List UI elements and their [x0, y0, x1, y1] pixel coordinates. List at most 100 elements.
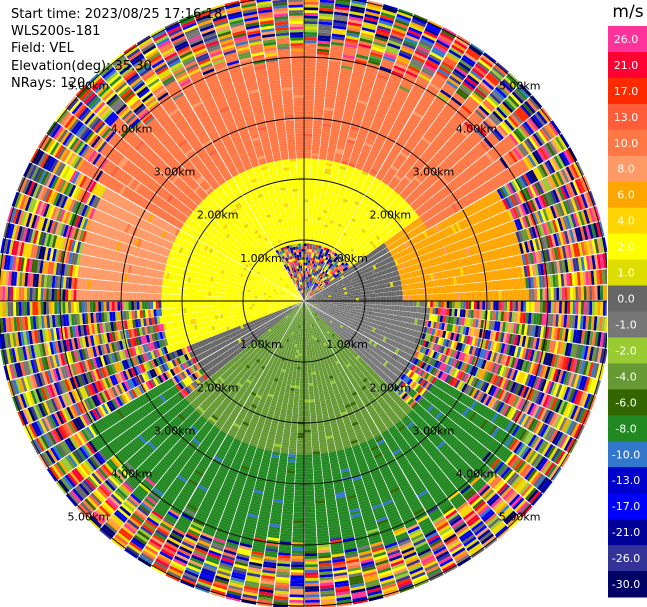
velocity-cell — [335, 150, 344, 155]
velocity-cell — [361, 307, 365, 311]
velocity-cell — [315, 79, 327, 83]
velocity-cell — [427, 20, 443, 29]
info-panel: Start time: 2023/08/25 17:16:18 WLS200s-… — [11, 6, 222, 92]
velocity-cell — [304, 163, 311, 167]
velocity-cell — [325, 257, 329, 261]
velocity-cell — [305, 284, 307, 288]
velocity-cell — [397, 301, 401, 306]
velocity-cell — [355, 104, 367, 111]
velocity-cell — [347, 91, 359, 97]
velocity-cell — [352, 149, 361, 155]
velocity-cell — [321, 234, 325, 239]
velocity-cell — [368, 100, 379, 106]
velocity-cell — [356, 136, 366, 142]
velocity-cell — [304, 125, 313, 129]
velocity-cell — [308, 260, 311, 263]
velocity-cell — [495, 301, 499, 311]
velocity-cell — [339, 302, 343, 305]
velocity-cell — [310, 174, 317, 179]
velocity-cell — [316, 65, 328, 69]
velocity-cell — [410, 289, 414, 295]
velocity-cell — [353, 147, 362, 153]
velocity-cell — [378, 301, 381, 305]
velocity-cell — [332, 212, 338, 217]
velocity-cell — [441, 293, 444, 301]
velocity-cell — [375, 30, 390, 37]
velocity-cell — [377, 106, 389, 113]
velocity-cell — [344, 208, 350, 213]
velocity-cell — [435, 307, 439, 315]
velocity-cell — [417, 42, 432, 52]
velocity-cell — [311, 230, 315, 234]
velocity-cell — [323, 109, 334, 114]
velocity-cell — [334, 8, 349, 14]
velocity-cell — [418, 307, 422, 313]
velocity-cell — [375, 293, 378, 297]
velocity-cell — [313, 122, 322, 127]
velocity-cell — [304, 37, 317, 41]
velocity-cell — [320, 254, 324, 259]
velocity-cell — [304, 73, 316, 77]
velocity-cell — [411, 57, 424, 66]
velocity-cell — [324, 107, 334, 112]
velocity-cell — [317, 211, 323, 215]
velocity-cell — [356, 195, 363, 201]
velocity-cell — [330, 217, 336, 222]
velocity-cell — [460, 292, 464, 301]
velocity-cell — [325, 93, 336, 98]
velocity-cell — [304, 18, 318, 22]
velocity-cell — [329, 135, 339, 140]
velocity-cell — [304, 43, 317, 46]
velocity-cell — [537, 288, 541, 301]
velocity-cell — [304, 213, 309, 216]
velocity-cell — [349, 160, 357, 165]
velocity-cell — [405, 301, 409, 307]
velocity-cell — [361, 294, 365, 298]
velocity-cell — [304, 224, 308, 227]
velocity-cell — [304, 254, 307, 258]
velocity-cell — [416, 45, 431, 54]
velocity-cell — [542, 288, 546, 301]
velocity-cell — [405, 290, 409, 296]
velocity-cell — [382, 58, 395, 65]
velocity-cell — [358, 94, 370, 100]
velocity-cell — [320, 137, 330, 141]
velocity-cell — [394, 19, 410, 27]
velocity-cell — [315, 276, 318, 280]
velocity-cell — [404, 72, 417, 81]
velocity-cell — [328, 303, 332, 306]
velocity-cell — [374, 140, 384, 147]
velocity-cell — [561, 301, 565, 314]
velocity-cell — [340, 186, 347, 191]
velocity-cell — [346, 215, 352, 220]
velocity-cell — [367, 301, 370, 305]
velocity-cell — [386, 45, 400, 53]
velocity-cell — [314, 258, 318, 262]
velocity-cell — [353, 298, 357, 301]
velocity-cell — [348, 134, 357, 139]
velocity-cell — [304, 147, 312, 151]
velocity-cell — [327, 225, 333, 230]
velocity-cell — [344, 173, 352, 178]
velocity-cell — [314, 267, 317, 271]
velocity-cell — [328, 222, 334, 227]
velocity-cell — [328, 298, 332, 300]
velocity-cell — [305, 262, 308, 266]
velocity-cell — [330, 130, 340, 135]
velocity-cell — [347, 303, 351, 306]
velocity-cell — [304, 188, 310, 192]
velocity-cell — [336, 148, 344, 153]
velocity-cell — [320, 248, 324, 253]
velocity-cell — [321, 134, 330, 139]
velocity-cell — [389, 296, 392, 301]
velocity-cell — [350, 5, 366, 11]
velocity-cell — [324, 221, 330, 226]
velocity-cell — [347, 298, 351, 301]
velocity-cell — [347, 21, 362, 27]
velocity-cell — [379, 101, 391, 108]
velocity-cell — [309, 286, 312, 289]
velocity-cell — [394, 95, 406, 103]
velocity-cell — [358, 131, 368, 137]
velocity-cell — [369, 290, 373, 294]
velocity-cell — [397, 55, 411, 63]
